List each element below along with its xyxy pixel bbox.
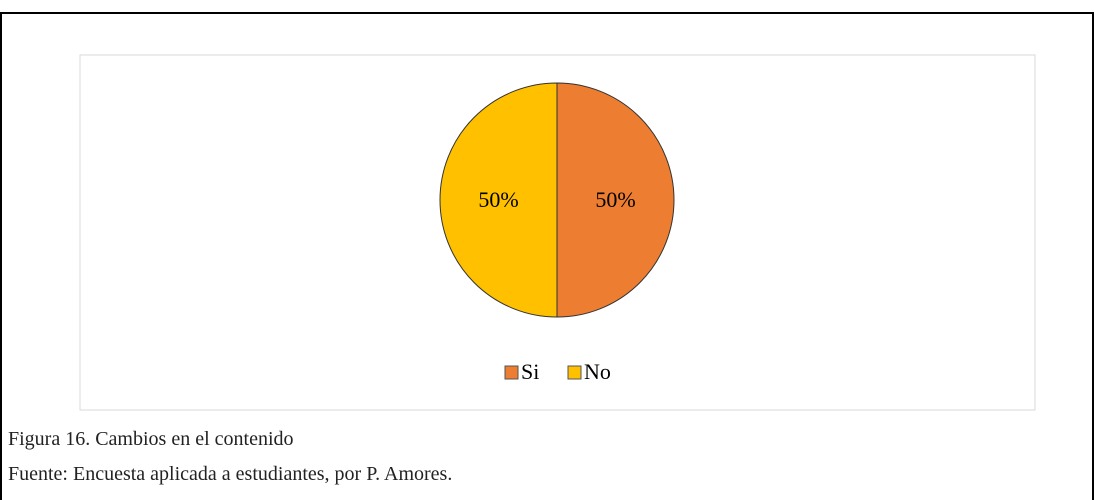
figure-caption: Figura 16. Cambios en el contenido	[8, 428, 294, 450]
chart: 50% 50% Si No	[79, 54, 1036, 411]
legend-swatch	[504, 365, 519, 380]
legend-label: No	[584, 359, 611, 384]
source-caption: Fuente: Encuesta aplicada a estudiantes,…	[8, 463, 453, 485]
data-label: 50%	[478, 187, 518, 212]
pie-slice	[439, 82, 558, 318]
legend-swatch	[567, 365, 582, 380]
data-label: 50%	[595, 187, 635, 212]
legend-label: Si	[521, 359, 539, 384]
figure-frame	[0, 12, 1094, 500]
pie-slice	[556, 82, 675, 318]
